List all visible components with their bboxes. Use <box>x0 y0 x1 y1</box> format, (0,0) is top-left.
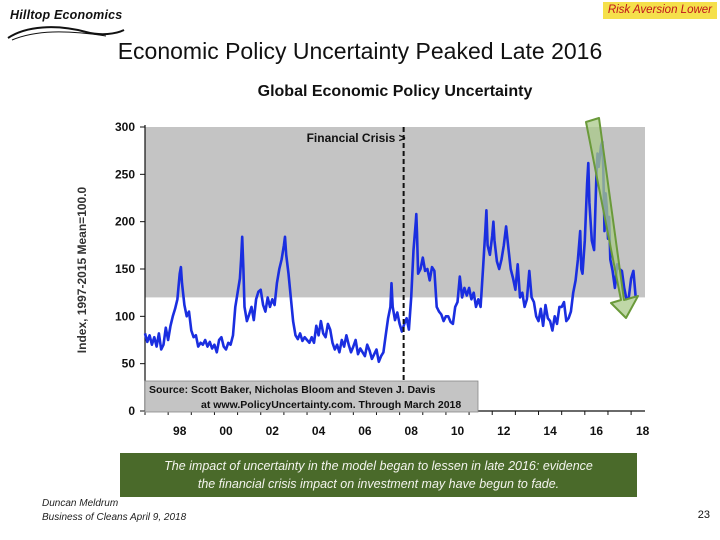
logo-text: Hilltop Economics <box>10 8 123 22</box>
x-tick-label: 10 <box>451 424 465 438</box>
x-tick-label: 06 <box>358 424 372 438</box>
series-line <box>143 140 637 364</box>
caption-box: The impact of uncertainty in the model b… <box>120 453 637 497</box>
x-tick-label: 08 <box>405 424 419 438</box>
y-tick-label: 0 <box>128 404 135 418</box>
source-line-2: at www.PolicyUncertainty.com. Through Ma… <box>201 399 461 411</box>
y-tick-label: 100 <box>115 309 135 323</box>
shaded-region <box>145 127 645 298</box>
x-tick-label: 02 <box>266 424 280 438</box>
x-tick-label: 98 <box>173 424 187 438</box>
caption-line-1: The impact of uncertainty in the model b… <box>164 459 593 473</box>
y-tick-label: 300 <box>115 120 135 134</box>
caption-line-2: the financial crisis impact on investmen… <box>197 477 560 491</box>
risk-badge: Risk Aversion Lower <box>602 2 717 19</box>
y-tick-label: 200 <box>115 215 135 229</box>
x-tick-label: 04 <box>312 424 326 438</box>
page-number: 23 <box>697 509 710 521</box>
trend-arrow-icon <box>585 117 639 319</box>
x-tick-label: 00 <box>219 424 233 438</box>
slide-title: Economic Policy Uncertainty Peaked Late … <box>117 38 603 64</box>
x-tick-label: 18 <box>636 424 650 438</box>
x-tick-label: 14 <box>543 424 557 438</box>
x-tick-label: 12 <box>497 424 511 438</box>
chart-title: Global Economic Policy Uncertainty <box>258 83 533 100</box>
x-tick-label: 16 <box>590 424 604 438</box>
footer: Duncan Meldrum Business of Cleans April … <box>42 497 186 525</box>
y-tick-label: 150 <box>115 262 135 276</box>
logo-swoosh-icon <box>7 26 125 41</box>
source-line-1: Source: Scott Baker, Nicholas Bloom and … <box>149 384 436 396</box>
footer-event: Business of Cleans April 9, 2018 <box>42 512 187 523</box>
y-axis-label: Index, 1997-2015 Mean=100.0 <box>75 186 89 353</box>
footer-author: Duncan Meldrum <box>42 498 119 509</box>
source-box <box>144 380 479 413</box>
y-tick-label: 50 <box>122 357 136 371</box>
logo: Hilltop Economics <box>6 4 126 41</box>
crisis-label: Financial Crisis > <box>307 131 406 145</box>
y-tick-label: 250 <box>115 167 135 181</box>
